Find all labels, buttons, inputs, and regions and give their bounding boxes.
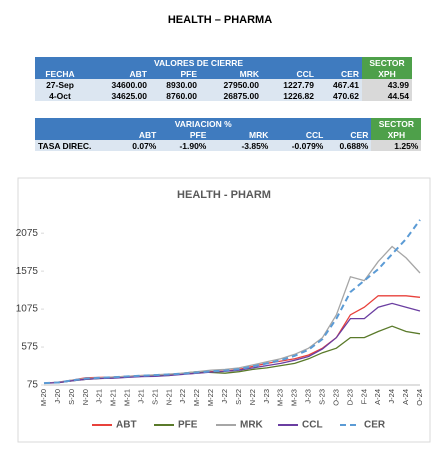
header-cell: CCL bbox=[262, 68, 317, 79]
x-tick-label: F-24 bbox=[359, 389, 368, 404]
data-cell: 1.25% bbox=[371, 140, 422, 151]
header-row: ABT PFE MRK CCL CER XPH bbox=[35, 129, 422, 140]
closing-table: VALORES DE CIERRE SECTOR FECHA ABT PFE MRK CCL… bbox=[35, 57, 412, 101]
data-cell: 43.99 bbox=[362, 79, 412, 90]
data-row: 4-Oct 34625.00 8760.00 26875.00 1226.82 470.6… bbox=[35, 90, 412, 101]
header-cell: CCL bbox=[271, 129, 327, 140]
x-tick-label: J-21 bbox=[136, 389, 145, 404]
data-cell: 0.688% bbox=[326, 140, 372, 151]
data-row: 27-Sep 34600.00 8930.00 27950.00 1227.79 467.… bbox=[35, 79, 412, 90]
data-cell: 1227.79 bbox=[262, 79, 317, 90]
y-tick-label: 575 bbox=[21, 342, 38, 353]
x-tick-label: J-24 bbox=[387, 389, 396, 404]
x-tick-label: O-23 bbox=[331, 389, 340, 406]
data-cell: -3.85% bbox=[209, 140, 272, 151]
header-cell: XPH bbox=[371, 129, 422, 140]
legend-label: MRK bbox=[240, 420, 264, 431]
data-cell: 8930.00 bbox=[150, 79, 200, 90]
data-cell: TASA DIREC. bbox=[35, 140, 95, 151]
x-tick-label: M-22 bbox=[206, 389, 215, 406]
x-tick-label: J-22 bbox=[220, 389, 229, 404]
header-cell: CER bbox=[326, 129, 372, 140]
y-tick-label: 75 bbox=[27, 380, 39, 391]
data-cell: -1.90% bbox=[159, 140, 210, 151]
series-line bbox=[43, 302, 421, 384]
series-line bbox=[43, 325, 421, 384]
data-cell: 27950.00 bbox=[200, 79, 262, 90]
x-tick-label: M-23 bbox=[276, 389, 285, 406]
x-tick-label: J-22 bbox=[178, 389, 187, 404]
group-title: VARIACION % bbox=[35, 118, 372, 129]
x-tick-label: S-21 bbox=[150, 389, 159, 405]
y-tick-label: 1075 bbox=[16, 304, 39, 315]
data-cell: 4-Oct bbox=[35, 90, 85, 101]
legend-label: CCL bbox=[302, 420, 323, 431]
series-line bbox=[43, 245, 421, 384]
series-line bbox=[43, 219, 421, 385]
x-tick-label: J-20 bbox=[53, 389, 62, 404]
data-cell: 1226.82 bbox=[262, 90, 317, 101]
sector-title: SECTOR bbox=[371, 118, 422, 129]
y-tick-label: 1575 bbox=[16, 266, 39, 277]
series-line bbox=[43, 295, 421, 384]
group-row: VALORES DE CIERRE SECTOR bbox=[35, 57, 412, 68]
data-cell: 26875.00 bbox=[200, 90, 262, 101]
legend-label: PFE bbox=[178, 420, 198, 431]
x-tick-label: M-20 bbox=[39, 389, 48, 406]
legend-label: ABT bbox=[116, 420, 137, 431]
x-tick-label: M-21 bbox=[123, 389, 132, 406]
x-tick-label: J-23 bbox=[262, 389, 271, 404]
chart-title: HEALTH - PHARM bbox=[177, 189, 271, 201]
data-cell: 44.54 bbox=[362, 90, 412, 101]
header-cell: CER bbox=[317, 68, 362, 79]
chart-frame bbox=[17, 177, 431, 443]
header-cell: PFE bbox=[159, 129, 210, 140]
x-tick-label: M-22 bbox=[192, 389, 201, 406]
sector-title: SECTOR bbox=[362, 57, 412, 68]
x-tick-label: J-21 bbox=[95, 389, 104, 404]
header-cell: ABT bbox=[94, 129, 160, 140]
data-cell: 34600.00 bbox=[85, 79, 150, 90]
x-tick-label: D-23 bbox=[345, 389, 354, 405]
data-cell: -0.079% bbox=[271, 140, 327, 151]
x-tick-label: M-21 bbox=[109, 389, 118, 406]
x-tick-label: J-23 bbox=[304, 389, 313, 404]
x-tick-label: S-23 bbox=[318, 389, 327, 405]
data-cell: 470.62 bbox=[317, 90, 362, 101]
x-tick-label: O-24 bbox=[415, 389, 424, 406]
header-cell: XPH bbox=[362, 68, 412, 79]
group-row: VARIACION % SECTOR bbox=[35, 118, 422, 129]
header-cell: PFE bbox=[150, 68, 200, 79]
x-tick-label: A-24 bbox=[373, 389, 382, 405]
y-tick-label: 2075 bbox=[16, 228, 39, 239]
page-title: HEALTH – PHARMA bbox=[167, 14, 273, 26]
group-title: VALORES DE CIERRE bbox=[35, 57, 362, 68]
data-row: TASA DIREC. 0.07% -1.90% -3.85% -0.079% 0.688… bbox=[35, 140, 422, 151]
data-cell: 467.41 bbox=[317, 79, 362, 90]
x-tick-label: A-24 bbox=[401, 389, 410, 405]
data-cell: 0.07% bbox=[94, 140, 160, 151]
data-cell: 8760.00 bbox=[150, 90, 200, 101]
legend-label: CER bbox=[364, 420, 386, 431]
header-row: FECHA ABT PFE MRK CCL CER XPH bbox=[35, 68, 412, 79]
variation-table: VARIACION % SECTOR ABT PFE MRK CCL CER XPH TASA … bbox=[35, 118, 422, 151]
x-tick-label: N-20 bbox=[81, 389, 90, 405]
x-tick-label: N-21 bbox=[164, 389, 173, 405]
x-tick-label: M-23 bbox=[290, 389, 299, 406]
header-cell: MRK bbox=[200, 68, 262, 79]
data-cell: 27-Sep bbox=[35, 79, 85, 90]
header-cell bbox=[35, 129, 95, 140]
x-tick-label: S-22 bbox=[234, 389, 243, 405]
data-cell: 34625.00 bbox=[85, 90, 150, 101]
x-tick-label: S-20 bbox=[67, 389, 76, 405]
x-tick-label: N-22 bbox=[248, 389, 257, 405]
header-cell: MRK bbox=[209, 129, 272, 140]
header-cell: ABT bbox=[85, 68, 150, 79]
header-cell: FECHA bbox=[35, 68, 85, 79]
